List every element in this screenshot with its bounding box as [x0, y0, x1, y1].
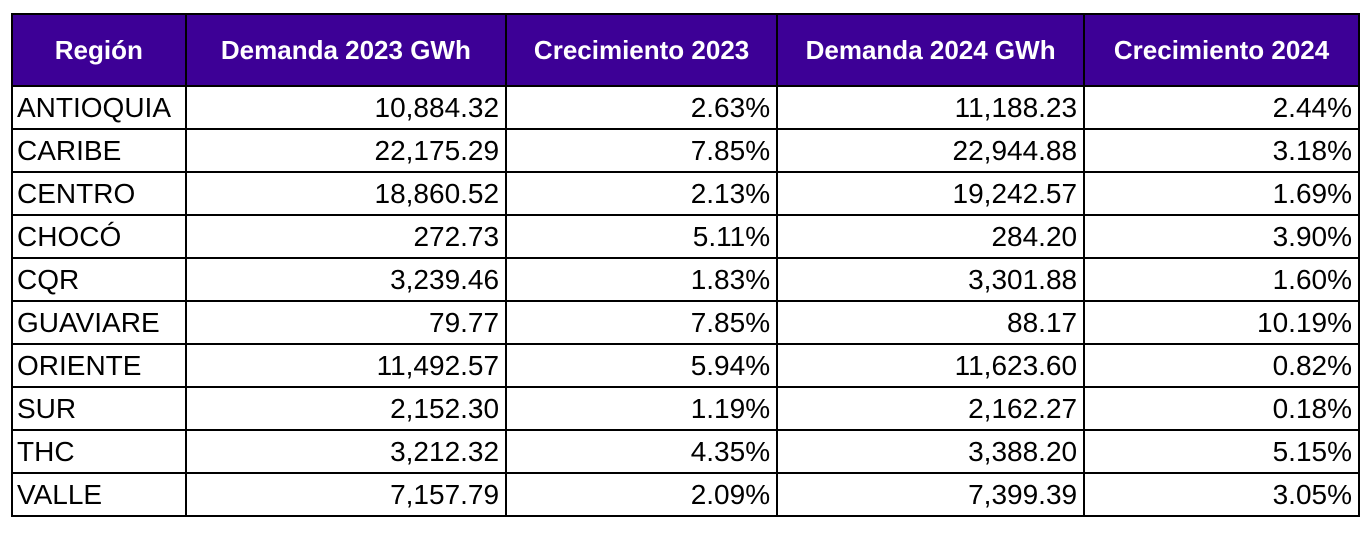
cell-region: CQR — [11, 257, 187, 302]
cell-demand-2024: 19,242.57 — [776, 171, 1086, 216]
cell-demand-2024: 3,388.20 — [776, 429, 1086, 474]
cell-demand-2024: 284.20 — [776, 214, 1086, 259]
table-row: ORIENTE 11,492.57 5.94% 11,623.60 0.82% — [11, 343, 1360, 388]
header-demand-2023: Demanda 2023 GWh — [184, 13, 508, 87]
cell-demand-2024: 3,301.88 — [776, 257, 1086, 302]
header-row: Región Demanda 2023 GWh Crecimiento 2023… — [11, 13, 1360, 87]
cell-growth-2023: 7.85% — [505, 300, 779, 345]
cell-demand-2023: 2,152.30 — [184, 386, 508, 431]
table-row: GUAVIARE 79.77 7.85% 88.17 10.19% — [11, 300, 1360, 345]
header-growth-2023: Crecimiento 2023 — [505, 13, 779, 87]
cell-demand-2024: 7,399.39 — [776, 472, 1086, 517]
cell-region: GUAVIARE — [11, 300, 187, 345]
cell-region: SUR — [11, 386, 187, 431]
cell-growth-2024: 0.18% — [1083, 386, 1360, 431]
cell-demand-2023: 7,157.79 — [184, 472, 508, 517]
cell-demand-2024: 22,944.88 — [776, 128, 1086, 173]
cell-growth-2024: 3.18% — [1083, 128, 1360, 173]
cell-growth-2023: 1.19% — [505, 386, 779, 431]
header-region: Región — [11, 13, 187, 87]
table-row: CARIBE 22,175.29 7.85% 22,944.88 3.18% — [11, 128, 1360, 173]
table-row: SUR 2,152.30 1.19% 2,162.27 0.18% — [11, 386, 1360, 431]
cell-demand-2024: 11,623.60 — [776, 343, 1086, 388]
cell-region: CENTRO — [11, 171, 187, 216]
cell-growth-2023: 5.94% — [505, 343, 779, 388]
cell-demand-2023: 272.73 — [184, 214, 508, 259]
table-row: ANTIOQUIA 10,884.32 2.63% 11,188.23 2.44… — [11, 85, 1360, 130]
cell-growth-2024: 2.44% — [1083, 85, 1360, 130]
demand-table-container: Región Demanda 2023 GWh Crecimiento 2023… — [11, 13, 1360, 517]
cell-demand-2023: 10,884.32 — [184, 85, 508, 130]
cell-growth-2023: 2.63% — [505, 85, 779, 130]
cell-demand-2023: 22,175.29 — [184, 128, 508, 173]
cell-growth-2024: 3.90% — [1083, 214, 1360, 259]
cell-growth-2023: 7.85% — [505, 128, 779, 173]
cell-growth-2024: 1.69% — [1083, 171, 1360, 216]
cell-growth-2024: 5.15% — [1083, 429, 1360, 474]
cell-region: CARIBE — [11, 128, 187, 173]
table-row: VALLE 7,157.79 2.09% 7,399.39 3.05% — [11, 472, 1360, 517]
header-growth-2024: Crecimiento 2024 — [1083, 13, 1360, 87]
cell-demand-2024: 88.17 — [776, 300, 1086, 345]
cell-growth-2024: 3.05% — [1083, 472, 1360, 517]
cell-demand-2024: 11,188.23 — [776, 85, 1086, 130]
cell-demand-2023: 11,492.57 — [184, 343, 508, 388]
cell-demand-2023: 18,860.52 — [184, 171, 508, 216]
cell-growth-2024: 10.19% — [1083, 300, 1360, 345]
cell-demand-2023: 3,212.32 — [184, 429, 508, 474]
demand-table: Región Demanda 2023 GWh Crecimiento 2023… — [11, 13, 1360, 517]
cell-region: ORIENTE — [11, 343, 187, 388]
cell-growth-2023: 2.13% — [505, 171, 779, 216]
table-row: CHOCÓ 272.73 5.11% 284.20 3.90% — [11, 214, 1360, 259]
cell-demand-2023: 3,239.46 — [184, 257, 508, 302]
cell-growth-2023: 1.83% — [505, 257, 779, 302]
cell-demand-2024: 2,162.27 — [776, 386, 1086, 431]
cell-growth-2024: 1.60% — [1083, 257, 1360, 302]
table-row: CQR 3,239.46 1.83% 3,301.88 1.60% — [11, 257, 1360, 302]
cell-growth-2023: 4.35% — [505, 429, 779, 474]
cell-demand-2023: 79.77 — [184, 300, 508, 345]
cell-region: CHOCÓ — [11, 214, 187, 259]
table-row: CENTRO 18,860.52 2.13% 19,242.57 1.69% — [11, 171, 1360, 216]
cell-region: ANTIOQUIA — [11, 85, 187, 130]
table-row: THC 3,212.32 4.35% 3,388.20 5.15% — [11, 429, 1360, 474]
header-demand-2024: Demanda 2024 GWh — [776, 13, 1086, 87]
cell-growth-2023: 2.09% — [505, 472, 779, 517]
cell-growth-2023: 5.11% — [505, 214, 779, 259]
cell-growth-2024: 0.82% — [1083, 343, 1360, 388]
cell-region: THC — [11, 429, 187, 474]
cell-region: VALLE — [11, 472, 187, 517]
